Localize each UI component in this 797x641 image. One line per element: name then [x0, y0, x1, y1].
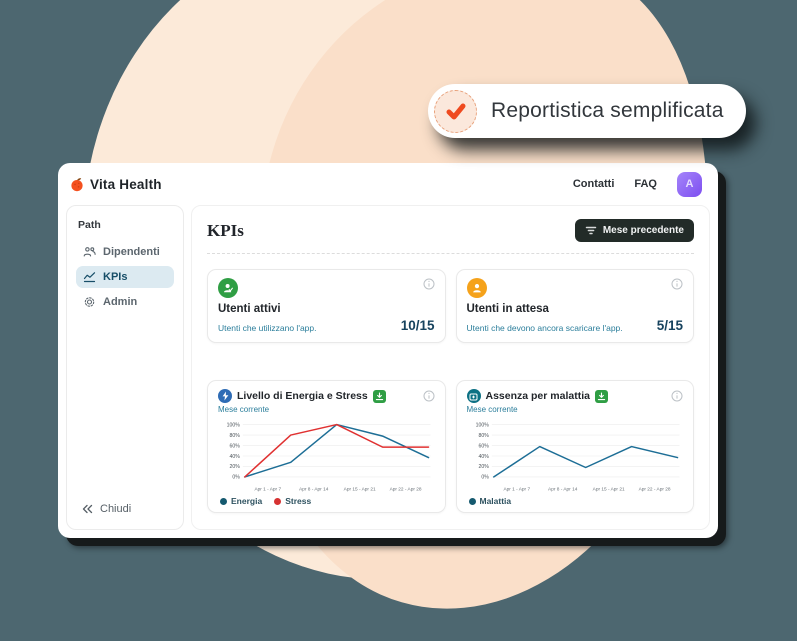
svg-text:Apr 8 - Apr 14: Apr 8 - Apr 14 — [548, 486, 578, 492]
legend-item: Malattia — [468, 496, 511, 506]
legend-dot — [220, 497, 227, 505]
kpi-title: Utenti in attesa — [466, 303, 549, 315]
filter-button-label: Mese precedente — [602, 225, 684, 236]
svg-text:100%: 100% — [227, 422, 241, 428]
svg-text:Apr 15 - Apr 21: Apr 15 - Apr 21 — [592, 486, 624, 492]
chart-title: Livello di Energia e Stress — [237, 390, 368, 402]
window-header: Vita Health Contatti FAQ A — [58, 163, 718, 205]
kpi-card-utenti-in-attesa: Utenti in attesa Utenti che devono ancor… — [455, 269, 694, 343]
sidebar-item-label: Admin — [103, 296, 138, 308]
chevrons-left-icon — [82, 504, 93, 514]
brand: Vita Health — [70, 177, 162, 192]
header-divider — [207, 253, 694, 254]
svg-text:40%: 40% — [478, 454, 489, 460]
sidebar: Path Dipendenti — [66, 205, 184, 530]
svg-text:Apr 8 - Apr 14: Apr 8 - Apr 14 — [299, 486, 329, 492]
svg-text:20%: 20% — [478, 464, 489, 470]
chart-card-assenza-malattia: Assenza per malattia — [455, 380, 694, 514]
filter-icon — [585, 225, 597, 236]
svg-text:20%: 20% — [230, 464, 241, 470]
top-nav: Contatti FAQ A — [572, 171, 702, 197]
info-icon[interactable] — [671, 278, 683, 290]
svg-text:Apr 22 - Apr 28: Apr 22 - Apr 28 — [390, 486, 422, 492]
app-window: Vita Health Contatti FAQ A Path — [58, 163, 718, 538]
svg-text:100%: 100% — [475, 422, 489, 428]
legend-item: Energia — [220, 496, 262, 506]
svg-text:80%: 80% — [478, 433, 489, 439]
svg-text:40%: 40% — [230, 454, 241, 460]
info-icon[interactable] — [423, 278, 435, 290]
svg-text:60%: 60% — [478, 443, 489, 449]
brand-name: Vita Health — [90, 176, 162, 192]
svg-text:Apr 1 - Apr 7: Apr 1 - Apr 7 — [503, 486, 530, 492]
feature-badge-label: Reportistica semplificata — [491, 99, 724, 122]
chart-legend: Energia Stress — [218, 496, 435, 506]
svg-text:80%: 80% — [230, 433, 241, 439]
info-icon[interactable] — [671, 390, 683, 402]
sidebar-collapse-button[interactable]: Chiudi — [76, 499, 174, 519]
chart-legend: Malattia — [467, 496, 684, 506]
svg-text:Apr 22 - Apr 28: Apr 22 - Apr 28 — [638, 486, 670, 492]
legend-dot — [468, 497, 476, 505]
kpi-value: 5/15 — [656, 318, 683, 333]
lightning-icon — [218, 389, 232, 403]
chart-subtitle: Mese corrente — [218, 405, 270, 414]
window-body: Path Dipendenti — [58, 205, 718, 538]
main-panel: KPIs Mese precedente — [191, 205, 710, 530]
kpi-value: 10/15 — [400, 318, 435, 333]
user-waiting-icon — [466, 278, 487, 298]
svg-text:Apr 15 - Apr 21: Apr 15 - Apr 21 — [344, 486, 376, 492]
filter-button[interactable]: Mese precedente — [574, 219, 694, 242]
line-chart: 0% 20% 40% 60% 80% 100% Apr 1 - Apr 7 Apr 8 - A… — [467, 416, 684, 495]
check-icon — [434, 89, 477, 133]
info-icon[interactable] — [423, 390, 435, 402]
users-icon — [83, 246, 96, 258]
download-icon[interactable] — [594, 389, 608, 403]
chart-title: Assenza per malattia — [485, 390, 590, 402]
medical-kit-icon — [466, 389, 481, 403]
svg-text:60%: 60% — [230, 443, 241, 449]
sidebar-item-label: KPIs — [103, 271, 128, 283]
line-chart: 0% 20% 40% 60% 80% 100% Apr 1 - Apr 7 Apr 8 - A… — [218, 416, 435, 495]
main-header: KPIs Mese precedente — [207, 219, 694, 242]
kpi-card-utenti-attivi: Utenti attivi Utenti che utilizzano l'ap… — [207, 269, 446, 343]
svg-text:Apr 1 - Apr 7: Apr 1 - Apr 7 — [254, 486, 281, 492]
chart-card-energia-stress: Livello di Energia e Stress — [207, 380, 446, 514]
kpi-title: Utenti attivi — [218, 303, 281, 315]
feature-badge: Reportistica semplificata — [428, 84, 746, 138]
avatar[interactable]: A — [677, 171, 702, 197]
chart-cards-row: Livello di Energia e Stress — [207, 380, 694, 514]
chart-subtitle: Mese corrente — [466, 405, 518, 414]
sidebar-spacer — [76, 316, 174, 499]
gear-icon — [83, 296, 96, 308]
sidebar-item-label: Dipendenti — [103, 246, 160, 258]
kpi-cards-row: Utenti attivi Utenti che utilizzano l'ap… — [207, 269, 694, 343]
orange-fruit-logo-icon — [70, 177, 84, 192]
kpi-subtitle: Utenti che devono ancora scaricare l'app… — [466, 323, 623, 333]
sidebar-item-admin[interactable]: Admin — [76, 291, 174, 313]
svg-text:0%: 0% — [232, 475, 240, 481]
svg-text:0%: 0% — [481, 475, 489, 481]
nav-contatti[interactable]: Contatti — [572, 178, 615, 190]
legend-dot — [274, 497, 282, 505]
sidebar-item-kpis[interactable]: KPIs — [76, 266, 174, 288]
sidebar-section-label: Path — [78, 219, 101, 231]
kpi-subtitle: Utenti che utilizzano l'app. — [218, 323, 317, 333]
download-icon[interactable] — [372, 389, 386, 403]
sidebar-item-dipendenti[interactable]: Dipendenti — [76, 241, 174, 263]
nav-faq[interactable]: FAQ — [634, 178, 657, 190]
user-check-icon — [218, 278, 238, 298]
line-chart-icon — [83, 271, 96, 283]
sidebar-collapse-label: Chiudi — [100, 503, 132, 515]
legend-item: Stress — [274, 496, 311, 506]
page-title: KPIs — [207, 220, 244, 240]
